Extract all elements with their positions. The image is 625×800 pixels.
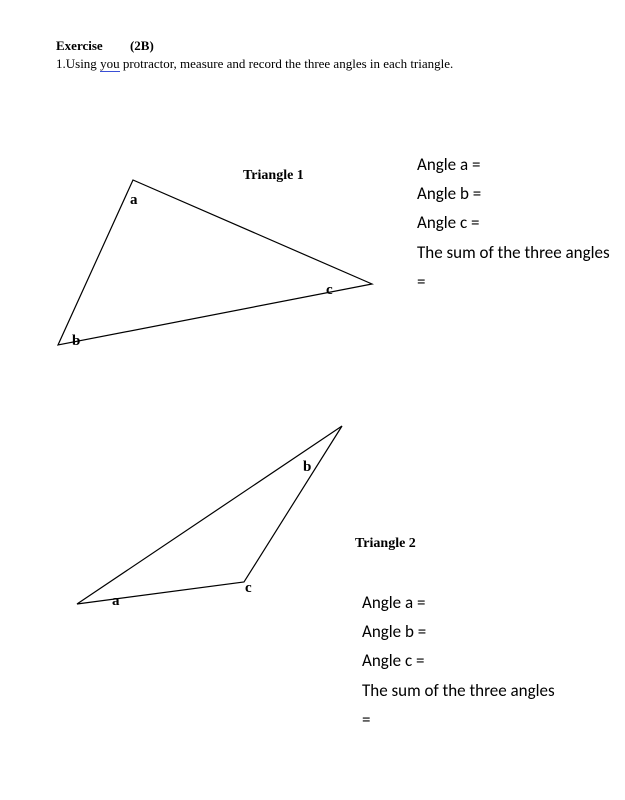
triangle-2-title: Triangle 2 (355, 536, 416, 552)
triangle-2-vertex-c: c (245, 580, 252, 597)
triangle-2-vertex-a: a (112, 593, 120, 610)
angle-c-line: Angle c = (417, 208, 610, 237)
angle-a-line: Angle a = (362, 588, 555, 617)
equals-line: = (362, 705, 555, 734)
angle-b-line: Angle b = (362, 617, 555, 646)
angle-a-line: Angle a = (417, 150, 610, 179)
angle-b-line: Angle b = (417, 179, 610, 208)
sum-line: The sum of the three angles (417, 238, 610, 267)
answers-triangle-1: Angle a = Angle b = Angle c = The sum of… (417, 150, 610, 296)
triangle-2-vertex-b: b (303, 459, 311, 476)
angle-c-line: Angle c = (362, 646, 555, 675)
equals-line: = (417, 267, 610, 296)
sum-line: The sum of the three angles (362, 676, 555, 705)
answers-triangle-2: Angle a = Angle b = Angle c = The sum of… (362, 588, 555, 734)
